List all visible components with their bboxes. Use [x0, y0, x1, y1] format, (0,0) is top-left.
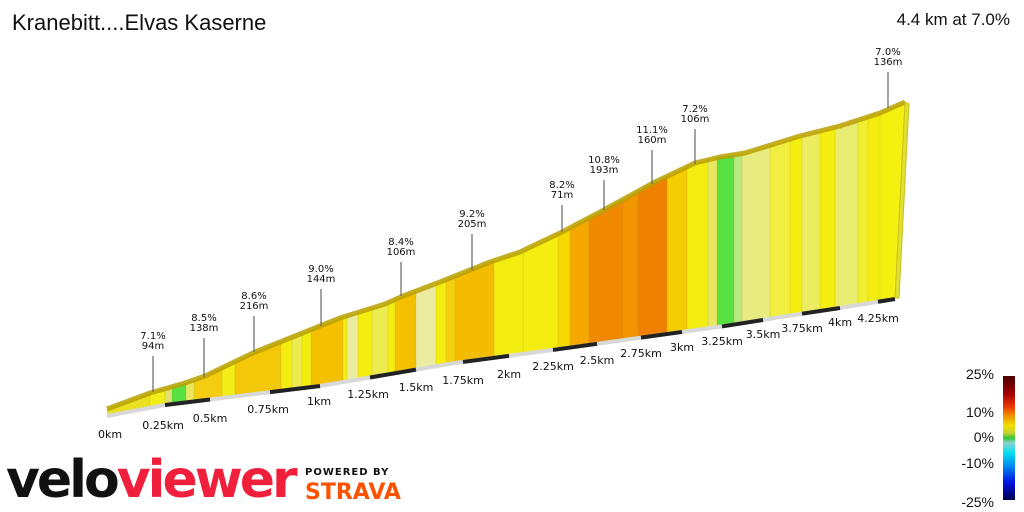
gradient-band: [557, 102, 571, 415]
gradient-band: [716, 102, 735, 415]
distance-tick-label: 2.5km: [580, 354, 615, 367]
segment-length-label: 193m: [590, 165, 619, 176]
gradient-band: [834, 102, 859, 415]
gradient-band: [707, 102, 718, 415]
gradient-band: [415, 102, 437, 415]
profile-top-edge: [106, 99, 907, 412]
distance-tick-label: 0.75km: [247, 403, 289, 416]
segment-length-label: 205m: [458, 219, 487, 230]
segment-gradient-label: 11.1%: [636, 125, 668, 136]
gradient-band: [741, 102, 771, 415]
gradient-band: [588, 102, 624, 415]
gradient-band: [291, 102, 303, 415]
distance-tick-labels: 0km 0.25km 0.5km 0.75km 1km 1.25km 1.5km 1.75km…: [98, 312, 899, 441]
gradient-band: [149, 102, 166, 415]
distance-tick-label: 4km: [828, 316, 852, 329]
segment-gradient-label: 7.1%: [140, 331, 165, 342]
segment-length-label: 94m: [142, 341, 164, 352]
segment-gradient-label: 9.2%: [459, 209, 484, 220]
gradient-band: [769, 102, 791, 415]
gradient-band: [234, 102, 282, 415]
gradient-band: [221, 102, 236, 415]
segment-gradient-label: 7.0%: [875, 47, 900, 58]
distance-axis-dashes: [164, 297, 896, 407]
distance-tick-label: 2km: [497, 368, 521, 381]
gradient-band: [637, 102, 668, 415]
distance-tick-label: 3km: [670, 341, 694, 354]
gradient-band: [622, 102, 639, 415]
gradient-band: [280, 102, 293, 415]
segment-annotations: 7.1%94m8.5%138m8.6%216m9.0%144m8.4%106m9…: [140, 47, 902, 392]
segment-gradient-label: 8.5%: [191, 313, 216, 324]
distance-tick-label: 3.75km: [781, 322, 823, 335]
gradient-band: [686, 102, 709, 415]
distance-tick-label: 0.25km: [142, 419, 184, 432]
page-title: Kranebitt....Elvas Kaserne: [12, 10, 267, 35]
veloviewer-logo: veloviewer: [6, 450, 298, 510]
distance-tick-label: 1km: [307, 395, 331, 408]
segment-length-label: 144m: [307, 274, 336, 285]
gradient-band: [164, 102, 173, 415]
legend-label-minus25: -25%: [961, 494, 994, 510]
gradient-band: [666, 102, 688, 415]
climb-summary: 4.4 km at 7.0%: [896, 10, 1010, 29]
segment-length-label: 136m: [874, 57, 903, 68]
segment-length-label: 106m: [681, 114, 710, 125]
distance-tick-label: 3.5km: [746, 328, 781, 341]
segment-length-label: 160m: [638, 135, 667, 146]
gradient-color-scale: [1003, 376, 1015, 500]
distance-tick-label: 1.25km: [347, 388, 389, 401]
distance-tick-label: 2.25km: [532, 360, 574, 373]
segment-length-label: 71m: [551, 190, 573, 201]
distance-tick-label: 1.5km: [399, 381, 434, 394]
gradient-band: [819, 102, 836, 415]
segment-gradient-label: 8.2%: [549, 180, 574, 191]
profile-end-cap: [894, 101, 910, 299]
legend-label-25: 25%: [965, 366, 994, 382]
distance-tick-label: 3.25km: [701, 335, 743, 348]
gradient-band: [867, 102, 881, 415]
segment-gradient-label: 8.6%: [241, 291, 266, 302]
segment-length-label: 216m: [240, 301, 269, 312]
gradient-band: [171, 102, 187, 415]
segment-length-label: 138m: [190, 323, 219, 334]
distance-tick-label: 4.25km: [857, 312, 899, 325]
gradient-band: [857, 102, 869, 415]
gradient-band: [107, 102, 151, 415]
gradient-band: [569, 102, 590, 415]
segment-gradient-label: 9.0%: [308, 264, 333, 275]
distance-tick-label: 0.5km: [193, 412, 228, 425]
gradient-band: [310, 102, 344, 415]
legend-label-10: 10%: [965, 404, 994, 420]
gradient-band: [789, 102, 803, 415]
legend-label-0: 0%: [973, 429, 994, 445]
gradient-band: [801, 102, 821, 415]
powered-by-label: POWERED BY: [305, 467, 390, 478]
segment-length-label: 106m: [387, 247, 416, 258]
gradient-band: [371, 102, 389, 415]
gradient-band: [301, 102, 312, 415]
segment-gradient-label: 7.2%: [682, 104, 707, 115]
strava-logo: STRAVA: [305, 480, 401, 505]
distance-tick-label: 2.75km: [620, 347, 662, 360]
legend-label-minus10: -10%: [961, 455, 994, 471]
segment-gradient-label: 8.4%: [388, 237, 413, 248]
segment-gradient-label: 10.8%: [588, 155, 620, 166]
gradient-band: [733, 102, 743, 415]
distance-tick-label: 0km: [98, 428, 122, 441]
distance-tick-label: 1.75km: [442, 374, 484, 387]
